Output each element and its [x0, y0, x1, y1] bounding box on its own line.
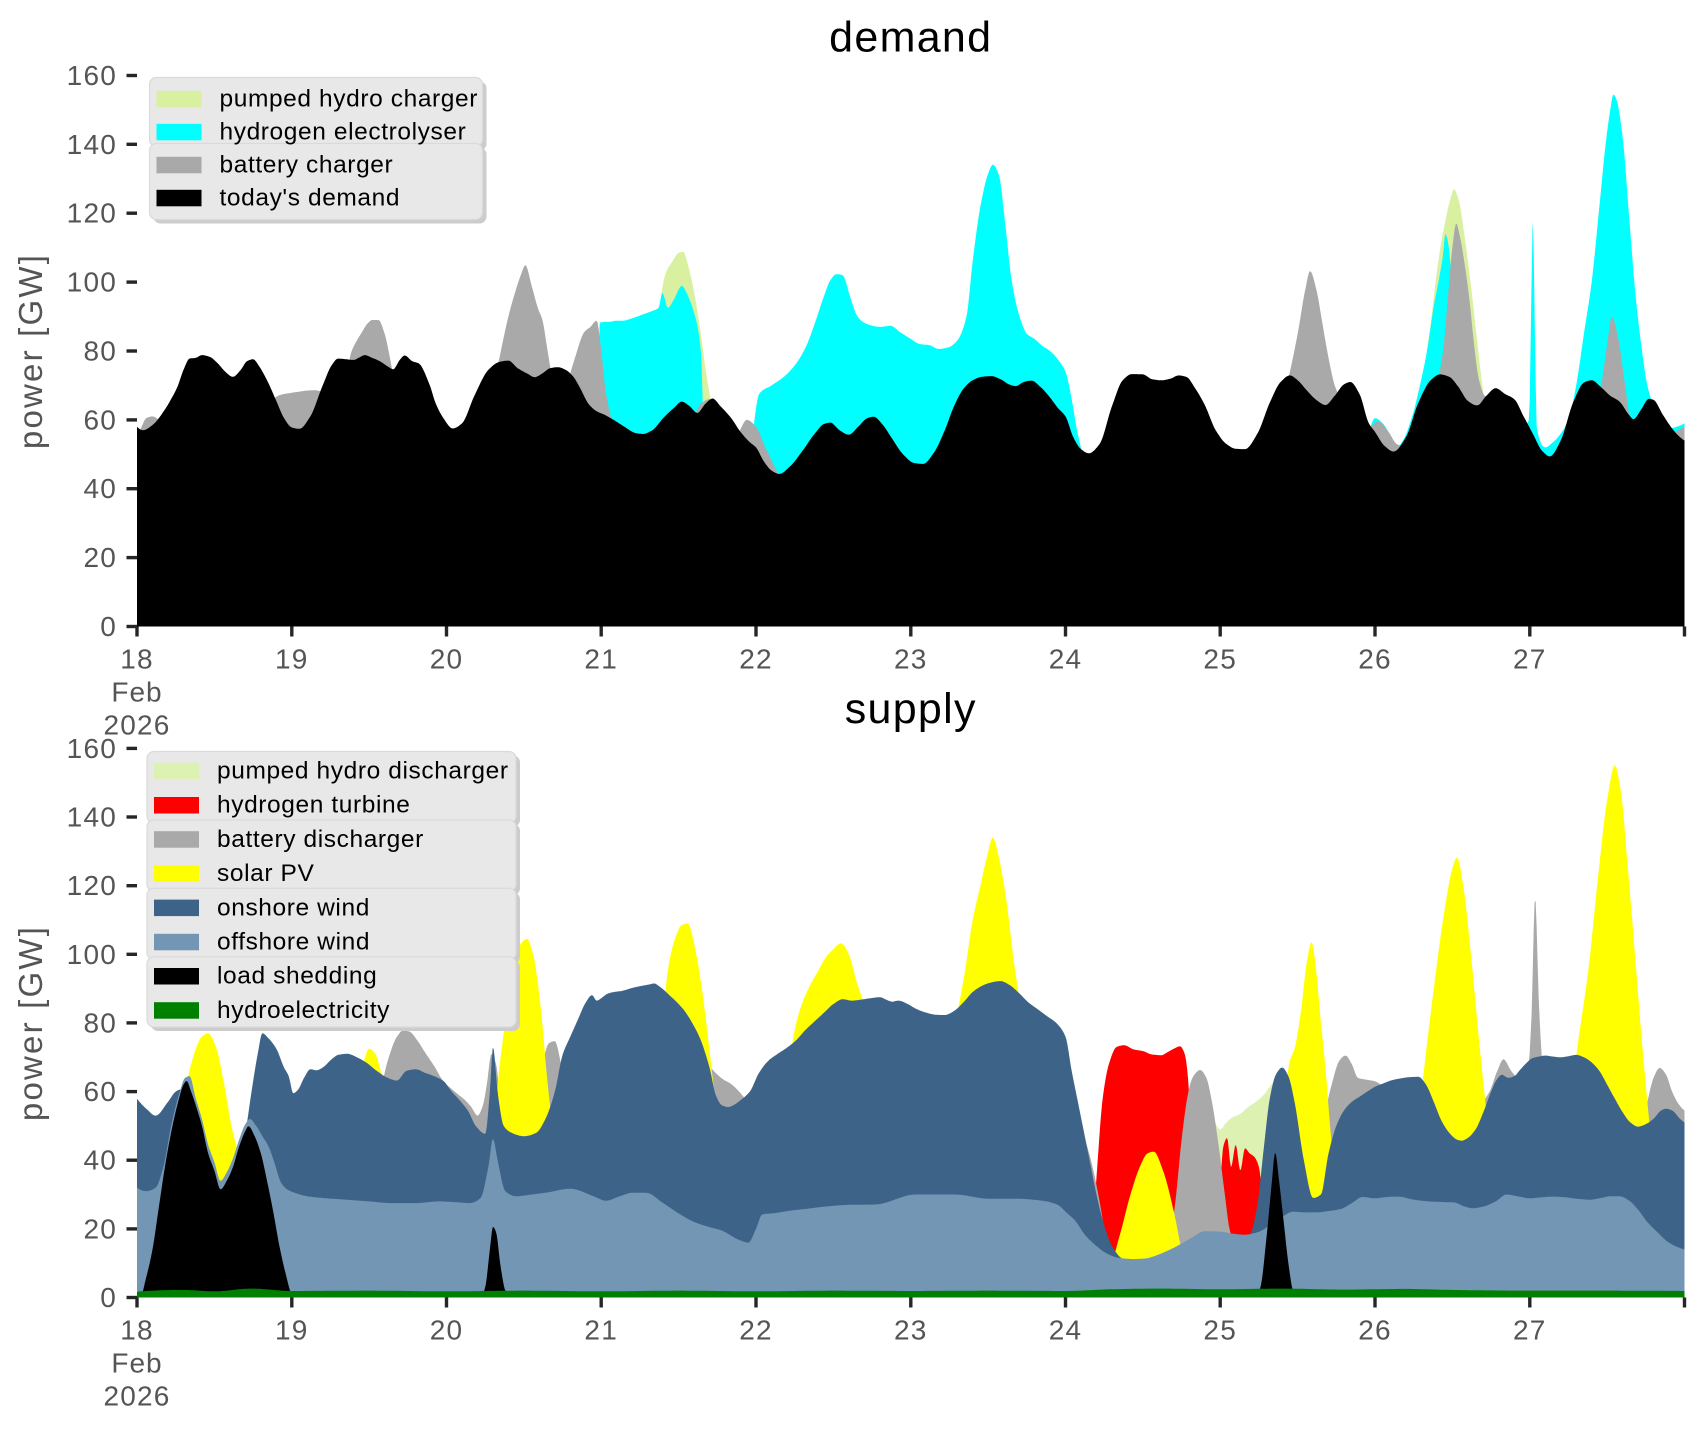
svg-text:hydroelectricity: hydroelectricity: [217, 997, 390, 1024]
svg-text:pumped hydro charger: pumped hydro charger: [220, 86, 479, 113]
svg-text:20: 20: [83, 1213, 117, 1244]
svg-text:25: 25: [1203, 1315, 1237, 1346]
svg-text:today's demand: today's demand: [220, 185, 401, 212]
svg-text:60: 60: [83, 1076, 117, 1107]
svg-text:pumped hydro discharger: pumped hydro discharger: [217, 758, 509, 785]
svg-text:24: 24: [1049, 1315, 1083, 1346]
svg-text:0: 0: [100, 611, 117, 642]
svg-text:hydrogen electrolyser: hydrogen electrolyser: [220, 119, 467, 146]
svg-text:60: 60: [83, 404, 117, 435]
svg-text:battery discharger: battery discharger: [217, 826, 424, 853]
svg-text:20: 20: [83, 542, 117, 573]
svg-text:26: 26: [1358, 644, 1392, 675]
svg-text:80: 80: [83, 336, 117, 367]
svg-text:20: 20: [430, 1315, 464, 1346]
svg-text:onshore wind: onshore wind: [217, 894, 370, 921]
svg-text:22: 22: [739, 1315, 773, 1346]
svg-text:Feb: Feb: [111, 1348, 162, 1379]
svg-text:100: 100: [67, 267, 117, 298]
svg-text:140: 140: [67, 129, 117, 160]
svg-text:hydrogen turbine: hydrogen turbine: [217, 792, 410, 819]
svg-text:21: 21: [584, 1315, 618, 1346]
svg-text:140: 140: [67, 802, 117, 833]
svg-text:160: 160: [67, 60, 117, 91]
svg-text:2026: 2026: [103, 710, 170, 741]
svg-text:80: 80: [83, 1007, 117, 1038]
svg-text:26: 26: [1358, 1315, 1392, 1346]
svg-text:Feb: Feb: [111, 677, 162, 708]
svg-text:2026: 2026: [103, 1381, 170, 1412]
svg-text:supply: supply: [845, 685, 977, 733]
svg-text:solar PV: solar PV: [217, 860, 314, 887]
svg-text:power [GW]: power [GW]: [12, 925, 49, 1121]
svg-text:19: 19: [275, 644, 309, 675]
svg-text:40: 40: [83, 1145, 117, 1176]
svg-text:battery charger: battery charger: [220, 152, 394, 179]
svg-text:21: 21: [584, 644, 618, 675]
svg-text:100: 100: [67, 939, 117, 970]
svg-text:18: 18: [120, 644, 154, 675]
svg-text:120: 120: [67, 198, 117, 229]
svg-text:24: 24: [1049, 644, 1083, 675]
svg-text:power [GW]: power [GW]: [12, 253, 49, 449]
svg-text:27: 27: [1513, 644, 1547, 675]
svg-text:18: 18: [120, 1315, 154, 1346]
svg-text:23: 23: [894, 1315, 928, 1346]
svg-text:120: 120: [67, 870, 117, 901]
svg-text:25: 25: [1203, 644, 1237, 675]
svg-text:22: 22: [739, 644, 773, 675]
svg-text:20: 20: [430, 644, 464, 675]
svg-text:demand: demand: [829, 14, 992, 62]
svg-text:load shedding: load shedding: [217, 963, 377, 990]
svg-text:160: 160: [67, 733, 117, 764]
svg-text:27: 27: [1513, 1315, 1547, 1346]
svg-text:23: 23: [894, 644, 928, 675]
svg-text:19: 19: [275, 1315, 309, 1346]
svg-text:0: 0: [100, 1282, 117, 1313]
svg-text:offshore wind: offshore wind: [217, 929, 370, 956]
svg-text:40: 40: [83, 473, 117, 504]
